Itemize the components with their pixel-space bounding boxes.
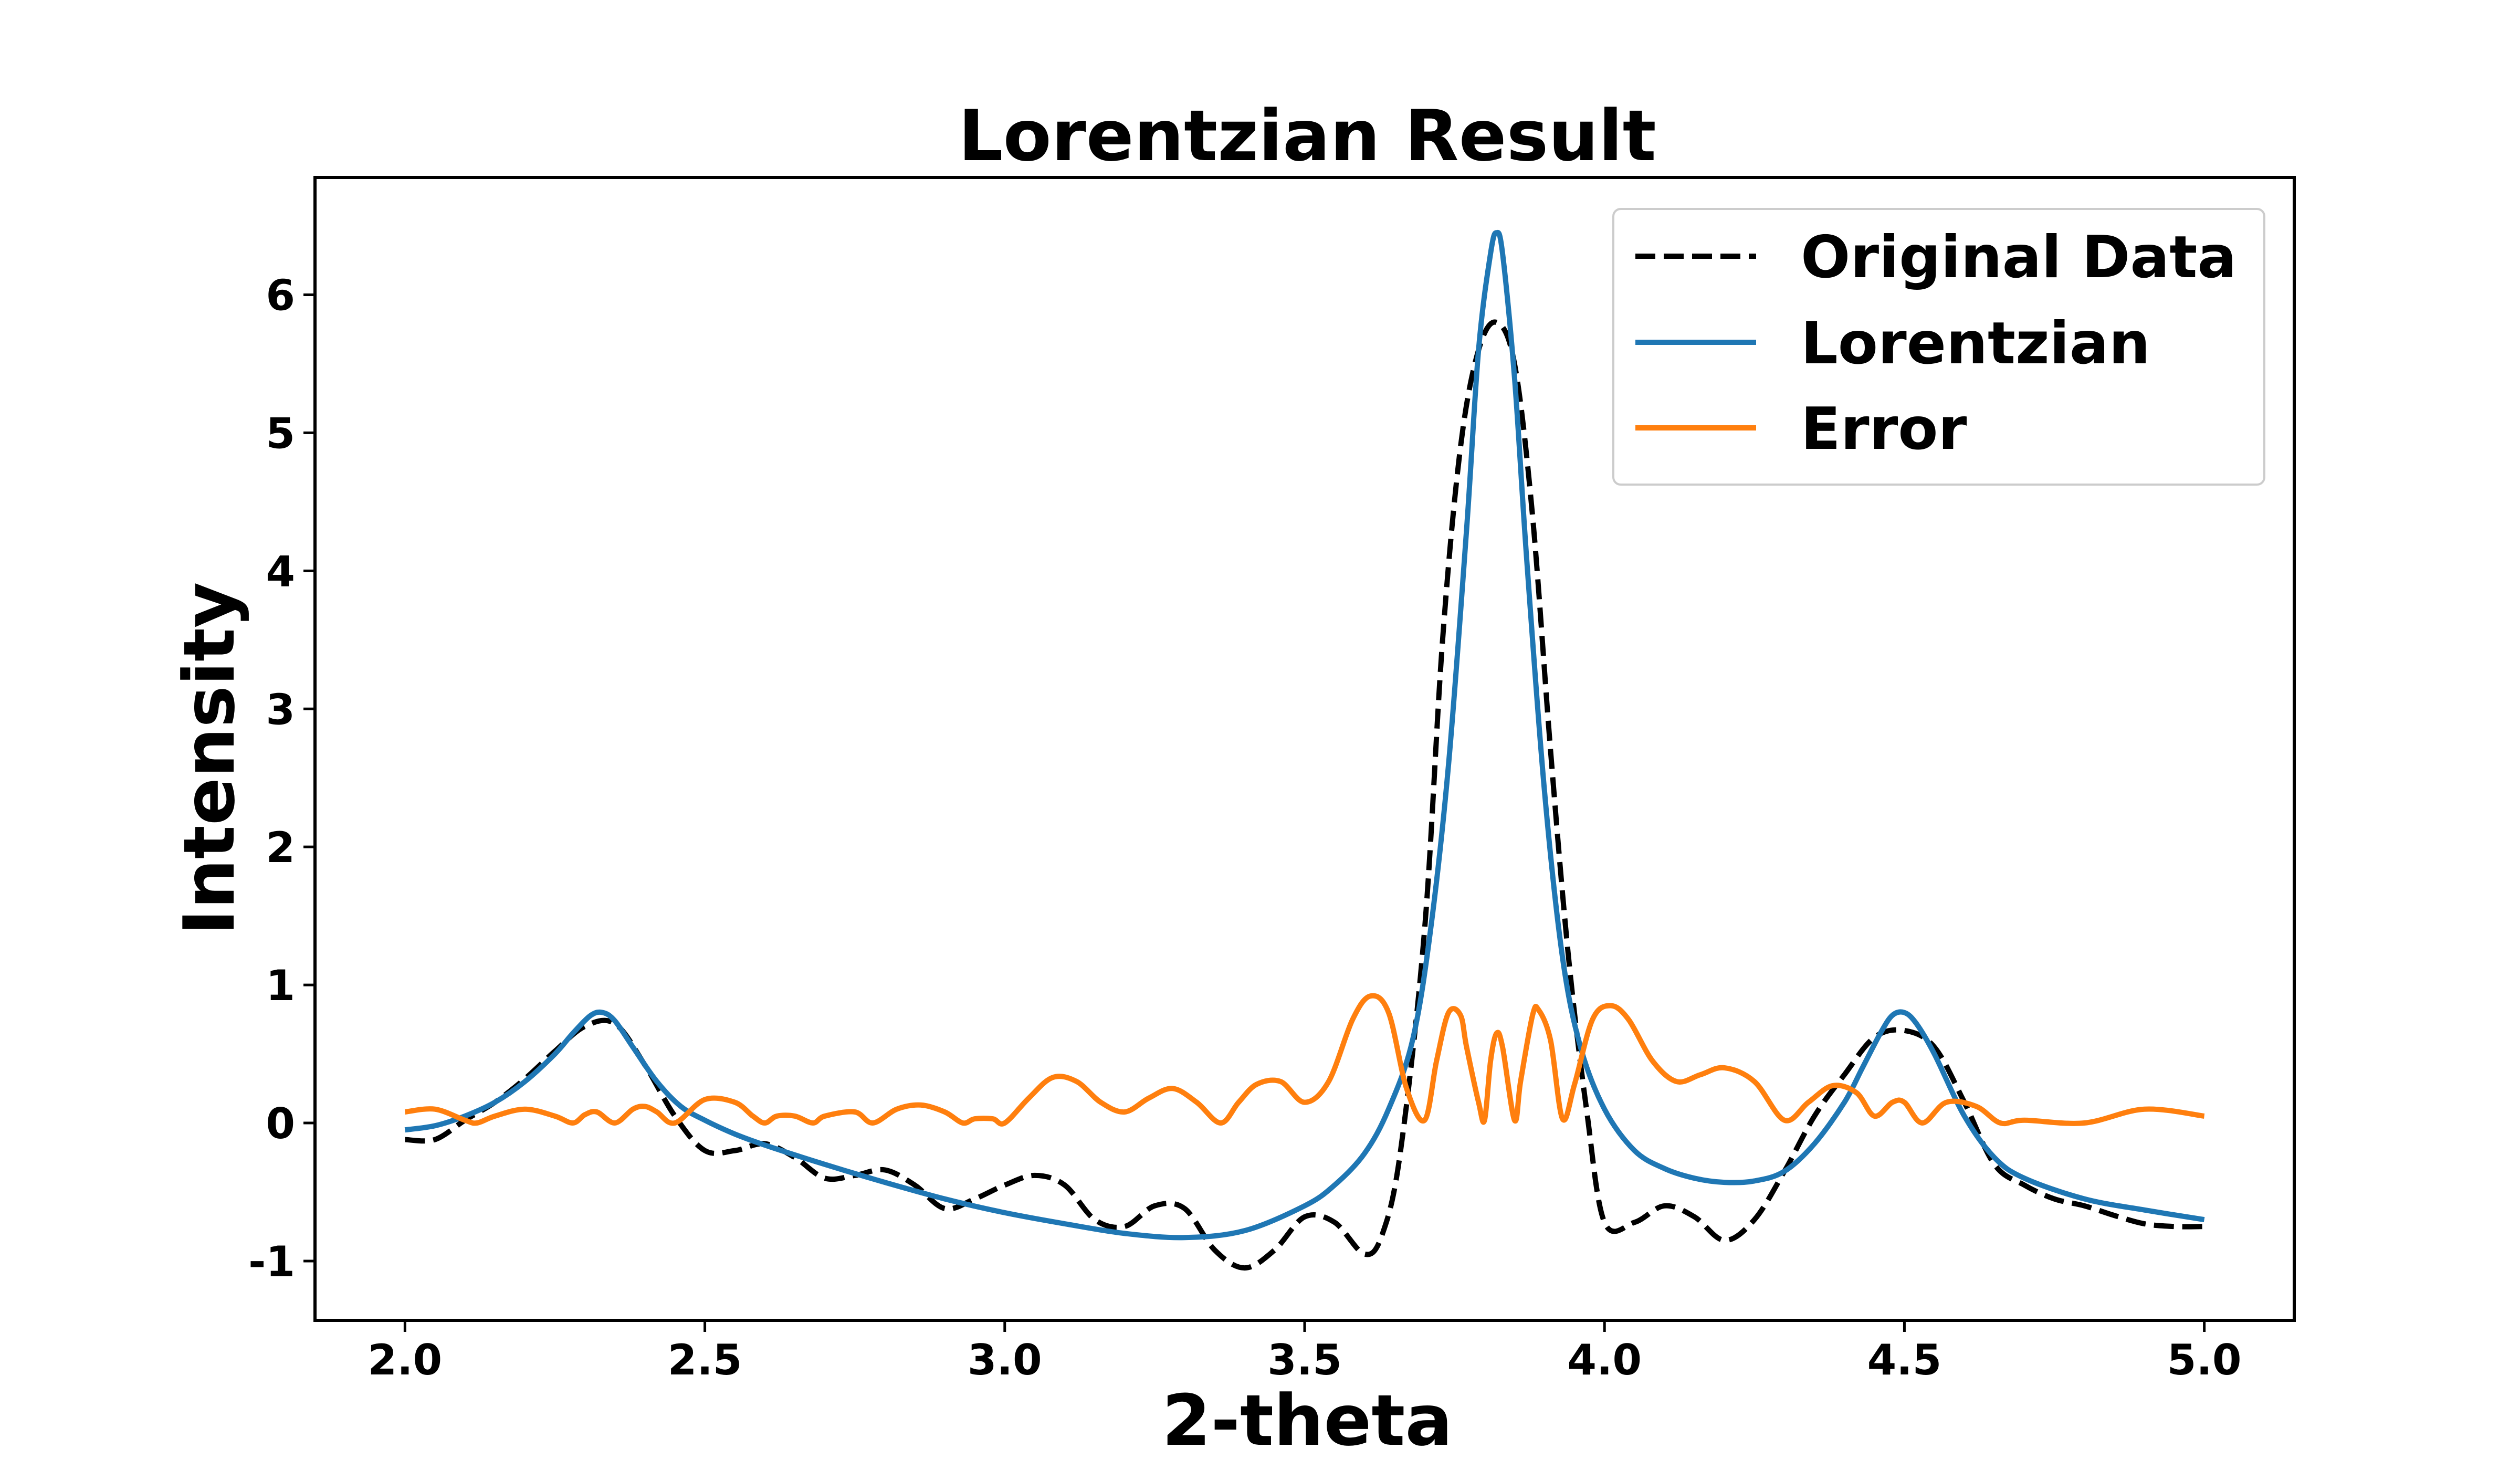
y-tick-label: -1 [248,1237,295,1286]
y-tick-label: 3 [266,685,295,734]
y-tick-label: 0 [266,1099,295,1148]
legend-label-lorentzian: Lorentzian [1801,310,2150,377]
y-tick-label: 4 [266,547,295,596]
chart-title: Lorentzian Result [958,95,1656,177]
x-tick-label: 4.0 [1567,1336,1642,1384]
y-axis-title: Intensity [169,582,250,936]
x-tick-label: 4.5 [1867,1336,1942,1384]
y-tick-label: 1 [266,961,295,1010]
axes: 2.0 2.5 3.0 3.5 4.0 4.5 5.0 -1 0 1 2 3 4 5 6 [248,176,2296,1384]
x-axis-title: 2-theta [1162,1380,1453,1462]
plot-area [404,229,2205,1271]
x-tick-label: 2.0 [368,1336,443,1384]
legend-box [1612,208,2265,486]
legend-label-original-data: Original Data [1801,224,2236,291]
x-tick-label: 3.5 [1267,1336,1342,1384]
x-tick-label: 2.5 [668,1336,742,1384]
legend: Original Data Lorentzian Error [1612,208,2265,486]
series-line-lorentzian [404,229,2205,1241]
y-tick-label: 5 [266,409,295,458]
x-tick-label: 5.0 [2167,1336,2242,1384]
x-tick-label: 3.0 [968,1336,1042,1384]
legend-label-error: Error [1801,395,1967,463]
y-tick-label: 6 [266,271,295,320]
series-line-error [404,993,2205,1127]
y-tick-label: 2 [266,823,295,872]
